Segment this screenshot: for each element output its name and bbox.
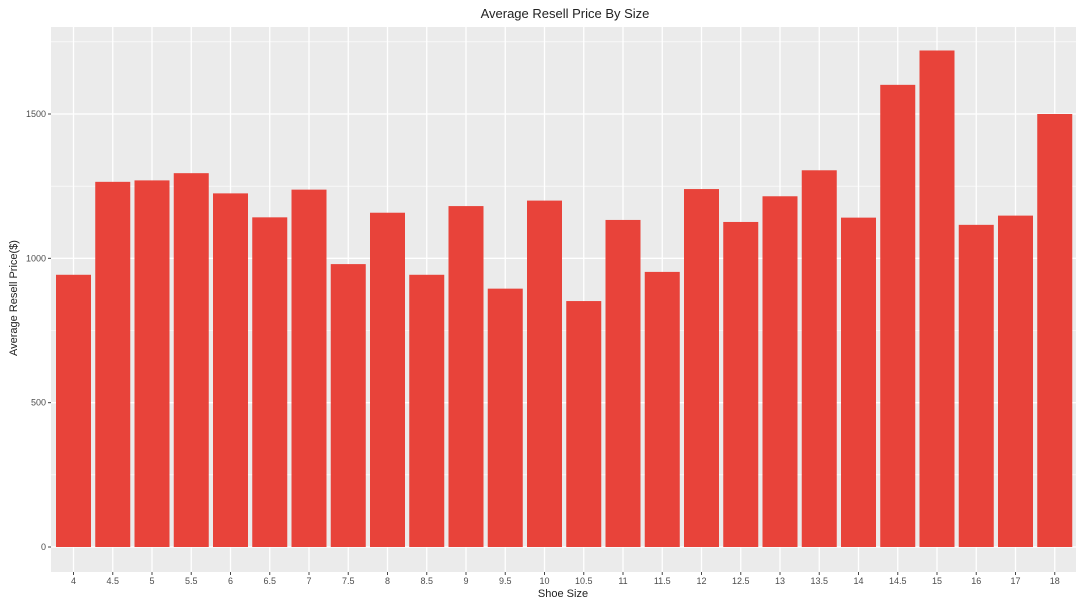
bar-size-8	[370, 212, 405, 547]
bar-size-8.5	[409, 274, 445, 547]
y-axis-label: Average Resell Price($)	[8, 240, 20, 356]
x-tick-label: 12.5	[732, 576, 750, 586]
bar-size-14	[841, 217, 876, 547]
bar-size-14.5	[880, 84, 916, 547]
x-tick-label: 11	[618, 576, 627, 586]
y-tick-label: 0	[41, 542, 46, 552]
chart-title: Average Resell Price By Size	[481, 6, 650, 21]
x-axis: 4 4.5 5 5.5 6 6.5 7 7.5 8 8.5 9 9.5 10 10.5 11 11.5 12 12…	[71, 572, 1060, 586]
x-axis-label: Shoe Size	[538, 588, 588, 600]
x-tick-label: 8	[385, 576, 390, 586]
bar-size-13	[762, 196, 798, 547]
x-tick-label: 5.5	[185, 576, 198, 586]
x-tick-label: 13	[775, 576, 785, 586]
x-tick-label: 9.5	[499, 576, 512, 586]
x-tick-label: 6.5	[263, 576, 276, 586]
x-tick-label: 15	[932, 576, 942, 586]
bar-size-15	[919, 50, 955, 547]
y-axis: 0 500 1000 1500	[26, 109, 51, 552]
y-tick-label: 1500	[26, 109, 46, 119]
bar-size-9	[448, 206, 484, 548]
bar-size-6	[213, 193, 248, 547]
bar-size-9.5	[487, 288, 523, 547]
x-tick-label: 10	[539, 576, 549, 586]
x-tick-label: 13.5	[810, 576, 828, 586]
bar-size-11	[605, 219, 641, 547]
x-tick-label: 12	[696, 576, 706, 586]
bar-size-12	[684, 189, 719, 547]
bar-size-4.5	[95, 181, 131, 547]
bar-size-11.5	[644, 271, 680, 547]
x-tick-label: 6	[228, 576, 233, 586]
x-tick-label: 17	[1010, 576, 1020, 586]
bar-size-5.5	[173, 173, 209, 547]
x-tick-label: 5	[149, 576, 154, 586]
bar-size-16	[958, 224, 994, 547]
x-tick-label: 14.5	[889, 576, 907, 586]
x-tick-label: 9	[463, 576, 468, 586]
bar-size-7	[291, 189, 327, 547]
x-tick-label: 14	[853, 576, 863, 586]
bar-size-5	[134, 180, 170, 548]
y-tick-label: 500	[31, 398, 46, 408]
bar-size-12.5	[723, 221, 759, 547]
bar-size-4	[56, 274, 91, 547]
bar-size-10	[527, 200, 562, 547]
x-tick-label: 7	[306, 576, 311, 586]
x-tick-label: 11.5	[654, 576, 671, 586]
bar-size-13.5	[801, 170, 837, 548]
bar-size-6.5	[252, 217, 288, 548]
x-tick-label: 4.5	[106, 576, 119, 586]
bar-size-10.5	[566, 301, 602, 547]
bar-size-17	[998, 215, 1033, 548]
x-tick-label: 8.5	[420, 576, 433, 586]
x-tick-label: 18	[1050, 576, 1060, 586]
x-tick-label: 10.5	[575, 576, 593, 586]
bars-group	[56, 50, 1073, 548]
y-tick-label: 1000	[26, 253, 46, 263]
x-tick-label: 4	[71, 576, 76, 586]
bar-size-18	[1037, 114, 1073, 547]
bar-size-7.5	[330, 264, 366, 547]
x-tick-label: 7.5	[342, 576, 355, 586]
x-tick-label: 16	[971, 576, 981, 586]
